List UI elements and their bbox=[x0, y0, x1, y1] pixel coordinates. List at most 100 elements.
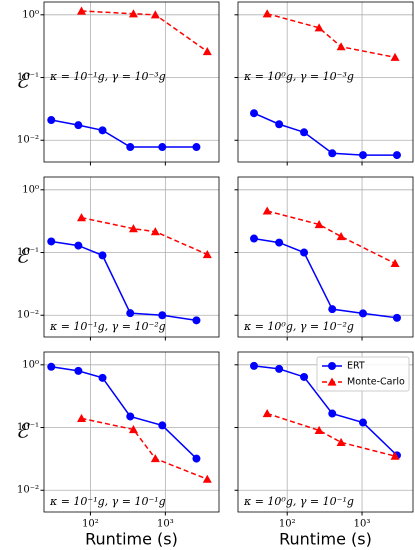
annotation: κ = 10⁻¹g, γ = 10⁻³g bbox=[49, 70, 166, 83]
marker bbox=[98, 126, 107, 135]
marker bbox=[300, 372, 309, 381]
annotation: κ = 10⁰g, γ = 10⁻³g bbox=[243, 70, 354, 83]
marker bbox=[158, 143, 167, 152]
y-tick-label: 10⁰ bbox=[22, 184, 39, 195]
x-axis-label: Runtime (s) bbox=[85, 530, 178, 549]
marker bbox=[158, 311, 167, 320]
marker bbox=[262, 9, 272, 18]
y-tick-label: 10⁰ bbox=[22, 359, 39, 370]
x-axis-label: Runtime (s) bbox=[279, 530, 372, 549]
marker bbox=[128, 224, 138, 233]
axes-frame bbox=[237, 176, 414, 338]
marker bbox=[98, 251, 107, 260]
series-line bbox=[51, 240, 197, 322]
y-tick-label: 10⁻¹ bbox=[17, 422, 39, 433]
marker bbox=[98, 373, 107, 382]
marker bbox=[74, 241, 83, 250]
marker bbox=[300, 248, 309, 257]
marker bbox=[250, 361, 259, 370]
marker bbox=[275, 120, 284, 129]
marker bbox=[202, 46, 212, 56]
marker bbox=[47, 116, 56, 125]
marker bbox=[392, 151, 401, 160]
marker bbox=[314, 425, 324, 434]
marker bbox=[328, 305, 337, 314]
series-line bbox=[81, 417, 208, 480]
marker bbox=[74, 366, 83, 375]
axes-frame bbox=[43, 176, 220, 338]
annotation: κ = 10⁻¹g, γ = 10⁻¹g bbox=[49, 495, 166, 508]
annotation: κ = 10⁰g, γ = 10⁻¹g bbox=[243, 495, 354, 508]
y-tick-label: 10⁻² bbox=[17, 310, 39, 321]
marker bbox=[126, 143, 135, 152]
x-tick-label: 10³ bbox=[157, 519, 174, 530]
x-tick-label: 10² bbox=[279, 519, 296, 530]
axes-frame bbox=[43, 351, 220, 513]
series-line bbox=[266, 210, 396, 265]
marker bbox=[275, 238, 284, 247]
panel: κ = 10⁰g, γ = 10⁻²g bbox=[234, 176, 414, 341]
y-tick-label: 10⁰ bbox=[22, 9, 39, 20]
marker bbox=[77, 6, 87, 15]
marker bbox=[192, 316, 201, 325]
series-line bbox=[266, 412, 396, 457]
panel: κ = 10⁰g, γ = 10⁻³g bbox=[234, 1, 414, 166]
marker bbox=[126, 309, 135, 318]
series-line bbox=[253, 237, 398, 319]
annotation: κ = 10⁻¹g, γ = 10⁻²g bbox=[49, 320, 166, 333]
marker bbox=[128, 9, 138, 18]
legend-marker bbox=[327, 377, 337, 386]
y-tick-label: 10⁻¹ bbox=[17, 247, 39, 258]
marker bbox=[77, 413, 87, 422]
marker bbox=[77, 213, 87, 222]
marker bbox=[390, 258, 400, 268]
y-tick-label: 10⁻¹ bbox=[17, 72, 39, 83]
marker bbox=[202, 474, 212, 483]
marker bbox=[150, 454, 160, 463]
axes-frame bbox=[237, 351, 414, 513]
marker bbox=[390, 52, 400, 61]
marker bbox=[158, 421, 167, 430]
marker bbox=[390, 451, 400, 460]
panel: 10² 10³ 10⁻² 10⁻¹ 10⁰ ℰ Runtime (s) κ = 10⁻¹g, … bbox=[16, 351, 220, 549]
series-line bbox=[253, 365, 398, 456]
x-tick-label: 10² bbox=[82, 519, 99, 530]
marker bbox=[47, 237, 56, 246]
y-tick-label: 10⁻² bbox=[17, 485, 39, 496]
y-axis-label: ℰ bbox=[16, 244, 30, 268]
marker bbox=[314, 219, 324, 229]
panel: 10⁻² 10⁻¹ 10⁰ ℰ κ = 10⁻¹g, γ = 10⁻³g bbox=[16, 1, 220, 166]
series-line bbox=[266, 13, 396, 59]
marker bbox=[250, 234, 259, 243]
marker bbox=[150, 227, 160, 236]
marker bbox=[392, 313, 401, 322]
marker bbox=[250, 109, 259, 118]
marker bbox=[262, 409, 272, 418]
marker bbox=[336, 232, 346, 241]
marker bbox=[336, 437, 346, 446]
marker bbox=[358, 151, 367, 160]
marker bbox=[192, 454, 201, 463]
series-line bbox=[81, 216, 208, 256]
y-tick-label: 10⁻² bbox=[17, 135, 39, 146]
marker bbox=[300, 128, 309, 137]
legend-label: ERT bbox=[347, 361, 365, 372]
marker bbox=[328, 409, 337, 418]
marker bbox=[358, 418, 367, 427]
panel: 10⁻² 10⁻¹ 10⁰ ℰκ = 10⁻¹g, γ = 10⁻²g bbox=[16, 176, 220, 341]
marker bbox=[192, 143, 201, 152]
marker bbox=[358, 309, 367, 318]
y-axis-label: ℰ bbox=[16, 69, 30, 93]
marker bbox=[202, 250, 212, 259]
y-axis-label: ℰ bbox=[16, 419, 30, 443]
marker bbox=[47, 362, 56, 371]
annotation: κ = 10⁰g, γ = 10⁻²g bbox=[243, 320, 354, 333]
marker bbox=[150, 10, 160, 19]
marker bbox=[128, 425, 138, 434]
marker bbox=[126, 412, 135, 421]
marker bbox=[275, 364, 284, 373]
legend-marker bbox=[328, 362, 336, 370]
axes-frame bbox=[43, 1, 220, 163]
